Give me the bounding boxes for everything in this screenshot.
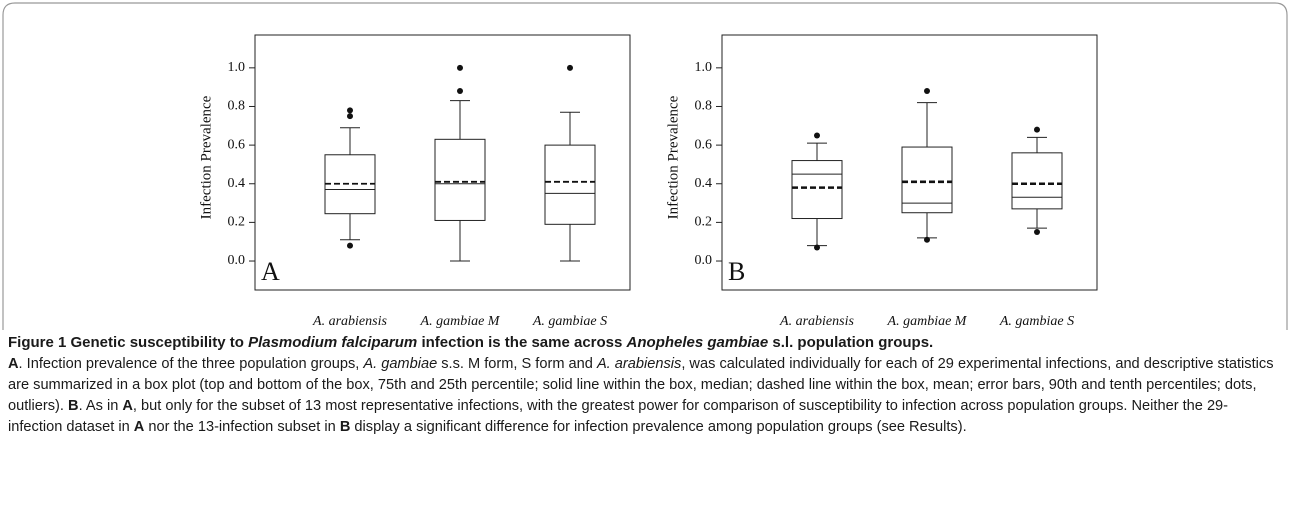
whisker-high xyxy=(340,127,360,155)
caption: Figure 1 Genetic susceptibility to Plasm… xyxy=(8,332,1276,438)
outlier xyxy=(347,242,353,249)
whisker-high xyxy=(807,142,827,161)
outlier xyxy=(924,88,930,95)
caption-run: A xyxy=(8,356,19,372)
y-tick-label: 0.6 xyxy=(695,137,713,152)
box xyxy=(434,138,486,221)
caption-body: A. Infection prevalence of the three pop… xyxy=(8,354,1276,438)
whisker-low xyxy=(450,220,470,262)
whisker-low xyxy=(917,212,937,239)
y-tick-label: 0.4 xyxy=(228,176,246,191)
y-axis-label: Infection Prevalence xyxy=(198,95,214,219)
y-tick-label: 0.4 xyxy=(695,176,713,191)
box xyxy=(901,146,953,214)
whisker-low xyxy=(1027,208,1047,229)
caption-run: infection is the same across xyxy=(417,334,627,351)
caption-run: Figure 1 Genetic susceptibility to xyxy=(8,334,249,351)
caption-run: . As in xyxy=(78,398,123,414)
caption-title: Figure 1 Genetic susceptibility to Plasm… xyxy=(8,332,1276,353)
y-tick-label: 0.2 xyxy=(228,215,246,230)
outlier xyxy=(814,132,820,139)
outlier xyxy=(457,64,463,71)
x-tick-label: A. arabiensis xyxy=(779,314,854,329)
y-tick-label: 1.0 xyxy=(695,60,713,75)
panel-label: B xyxy=(728,257,745,286)
whisker-low xyxy=(807,218,827,247)
outlier xyxy=(814,244,820,251)
y-tick-label: 0.0 xyxy=(228,253,246,268)
box xyxy=(791,160,843,220)
x-tick-label: A. gambiae M xyxy=(887,314,968,329)
y-tick-label: 0.8 xyxy=(695,99,713,114)
outlier xyxy=(567,64,573,71)
caption-run: A xyxy=(133,419,145,435)
outlier xyxy=(347,113,353,120)
caption-run: nor the 13-infection subset in xyxy=(144,419,340,435)
outlier xyxy=(924,236,930,243)
caption-run: A. arabiensis xyxy=(596,356,682,372)
whisker-low xyxy=(340,213,360,241)
caption-run: B xyxy=(339,419,351,435)
whisker-high xyxy=(917,102,937,148)
panel-label: A xyxy=(261,257,280,286)
caption-run: . Infection prevalence of the three popu… xyxy=(18,356,364,372)
frame xyxy=(2,2,1288,330)
box xyxy=(1011,152,1063,210)
caption-run: display a significant difference for inf… xyxy=(350,419,967,435)
caption-run: Plasmodium falciparum xyxy=(248,334,418,351)
y-tick-label: 0.6 xyxy=(228,137,246,152)
caption-run: , was calculated individually for each o… xyxy=(8,356,1274,414)
box xyxy=(544,144,596,225)
whisker-high xyxy=(560,111,580,146)
caption-run: B xyxy=(68,398,79,414)
caption-run: s.s. M form, S form and xyxy=(437,356,597,372)
caption-run: A. gambiae xyxy=(363,356,438,372)
plot-frame xyxy=(254,34,631,291)
x-tick-label: A. gambiae M xyxy=(420,314,501,329)
x-tick-label: A. gambiae S xyxy=(532,314,607,329)
y-axis-label: Infection Prevalence xyxy=(665,95,681,219)
y-tick-label: 0.2 xyxy=(695,215,713,230)
whisker-high xyxy=(450,100,470,140)
caption-run: A xyxy=(122,398,133,414)
caption-run: s.l. population groups. xyxy=(768,334,934,351)
whisker-high xyxy=(1027,136,1047,153)
plot-frame xyxy=(721,34,1098,291)
whisker-low xyxy=(560,224,580,262)
x-tick-label: A. arabiensis xyxy=(312,314,387,329)
x-tick-label: A. gambiae S xyxy=(999,314,1074,329)
y-tick-label: 0.8 xyxy=(228,99,246,114)
outlier xyxy=(457,88,463,95)
outlier xyxy=(1034,126,1040,133)
box xyxy=(324,154,376,215)
outlier xyxy=(1034,229,1040,236)
outlier xyxy=(347,107,353,114)
caption-run: Anopheles gambiae xyxy=(626,334,769,351)
y-tick-label: 0.0 xyxy=(695,253,713,268)
y-tick-label: 1.0 xyxy=(228,60,246,75)
figure: 0.0 0.2 0.4 0.6 0.8 1.0 Infection Prevalence A A… xyxy=(2,2,1288,330)
caption-run: , but only for the subset of 13 most rep… xyxy=(8,398,1229,435)
